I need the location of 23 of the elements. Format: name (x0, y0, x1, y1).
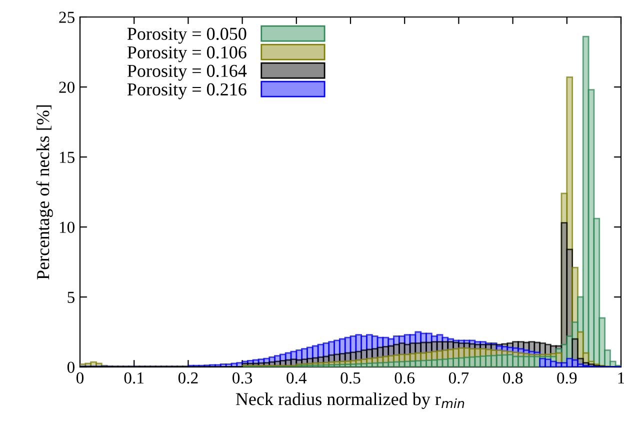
y-tick-label: 10 (60, 222, 75, 233)
x-tick-label: 0.8 (503, 372, 523, 384)
y-tick-label: 20 (59, 82, 75, 93)
x-tick-label: 0.7 (448, 372, 469, 384)
y-tick-label: 0 (67, 362, 75, 373)
x-tick-label: 0 (76, 372, 84, 384)
x-tick-label: 0.2 (178, 372, 198, 384)
x-tick-label: 0.3 (232, 372, 252, 384)
y-tick-label: 15 (60, 152, 74, 163)
x-tick-label: 0.5 (340, 372, 360, 384)
x-tick-label: 1 (618, 372, 624, 384)
y-axis-title: Percentage of necks [%] (36, 105, 53, 280)
y-tick-label: 5 (68, 292, 74, 303)
x-tick-label: 0.9 (557, 372, 577, 384)
legend-label: Porosity = 0.106 (127, 46, 246, 62)
x-tick-label: 0.4 (286, 372, 307, 384)
y-tick-label: 25 (59, 12, 74, 23)
legend-label: Porosity = 0.216 (127, 83, 246, 100)
legend-label: Porosity = 0.164 (127, 64, 247, 81)
x-tick-label: 0.1 (124, 372, 144, 384)
legend-label: Porosity = 0.050 (127, 28, 246, 44)
x-tick-label: 0.6 (394, 372, 415, 384)
x-axis-title: Neck radius normalized by r$_{min}$ (236, 392, 464, 409)
